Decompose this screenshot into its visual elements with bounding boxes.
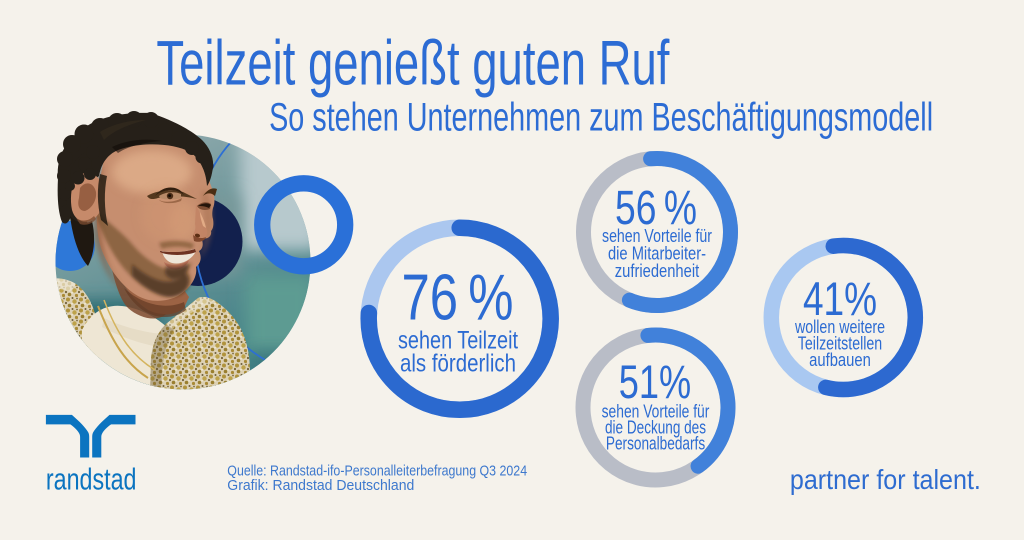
- svg-text:56 %: 56 %: [615, 181, 697, 235]
- svg-text:51%: 51%: [619, 355, 691, 408]
- svg-text:aufbauen: aufbauen: [809, 349, 871, 370]
- svg-text:die Deckung des: die Deckung des: [605, 417, 706, 438]
- svg-text:So stehen Unternehmen zum Besc: So stehen Unternehmen zum Beschäftigungs…: [269, 96, 933, 140]
- svg-text:Grafik: Randstad Deutschland: Grafik: Randstad Deutschland: [227, 477, 414, 494]
- svg-text:randstad: randstad: [46, 462, 137, 497]
- svg-text:sehen Teilzeit: sehen Teilzeit: [398, 327, 518, 355]
- svg-text:wollen weitere: wollen weitere: [794, 316, 885, 337]
- svg-text:die Mitarbeiter-: die Mitarbeiter-: [608, 243, 706, 264]
- svg-text:zufriedenheit: zufriedenheit: [615, 260, 699, 281]
- svg-text:Teilzeitstellen: Teilzeitstellen: [798, 333, 882, 354]
- svg-text:Teilzeit genießt guten Ruf: Teilzeit genießt guten Ruf: [156, 29, 669, 99]
- svg-text:Quelle: Randstad-ifo-Personall: Quelle: Randstad-ifo-Personalleiterbefra…: [227, 463, 527, 480]
- svg-text:76 %: 76 %: [402, 261, 514, 334]
- svg-text:41%: 41%: [803, 272, 877, 325]
- svg-text:partner for talent.: partner for talent.: [790, 464, 981, 495]
- svg-text:sehen Vorteile für: sehen Vorteile für: [602, 225, 712, 246]
- svg-text:sehen Vorteile für: sehen Vorteile für: [602, 401, 710, 422]
- svg-text:als förderlich: als förderlich: [400, 349, 516, 377]
- svg-text:Personalbedarfs: Personalbedarfs: [606, 433, 705, 454]
